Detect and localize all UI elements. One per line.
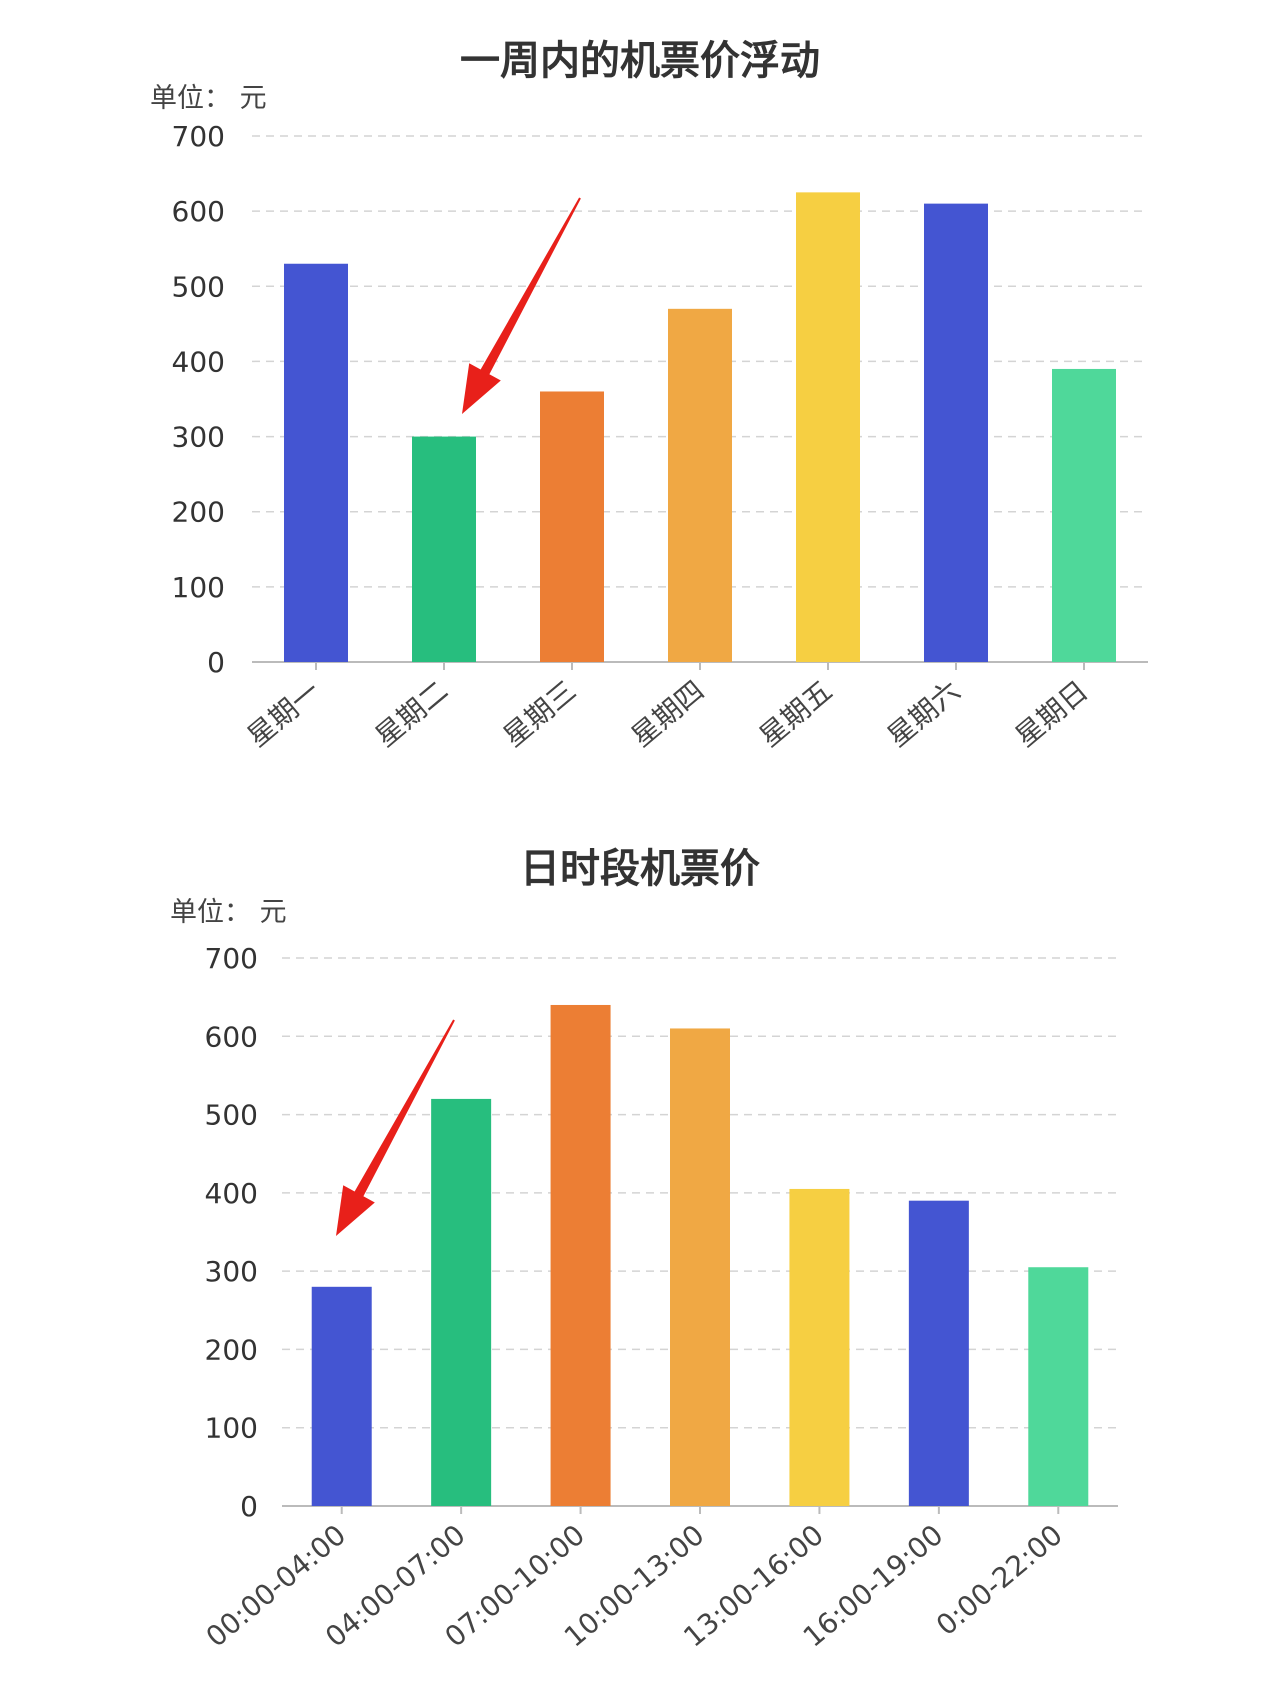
bar bbox=[1052, 368, 1116, 662]
y-tick-label: 100 bbox=[172, 571, 225, 604]
chart-title: 日时段机票价 bbox=[520, 846, 760, 892]
y-tick-label: 0 bbox=[240, 1490, 258, 1523]
y-tick-label: 500 bbox=[205, 1099, 258, 1132]
y-tick-label: 0 bbox=[207, 646, 225, 679]
y-tick-label: 500 bbox=[172, 270, 225, 303]
unit-label: 单位： 元 bbox=[150, 83, 267, 114]
y-tick-label: 300 bbox=[205, 1255, 258, 1288]
y-tick-label: 700 bbox=[172, 120, 225, 153]
y-tick-label: 700 bbox=[205, 942, 258, 975]
bar bbox=[789, 1188, 850, 1506]
bar bbox=[311, 1286, 372, 1506]
x-tick-label: 0:00-22:00 bbox=[930, 1518, 1069, 1642]
y-tick-label: 400 bbox=[205, 1177, 258, 1210]
bar bbox=[412, 436, 476, 662]
bar bbox=[1028, 1267, 1089, 1506]
bar bbox=[284, 263, 348, 662]
y-tick-label: 100 bbox=[205, 1412, 258, 1445]
bar bbox=[540, 391, 604, 662]
bar bbox=[908, 1200, 969, 1506]
unit-label: 单位： 元 bbox=[170, 897, 287, 928]
y-tick-label: 600 bbox=[205, 1020, 258, 1053]
bar bbox=[796, 192, 860, 662]
y-tick-label: 300 bbox=[172, 421, 225, 454]
bar bbox=[924, 203, 988, 662]
annotation-arrow bbox=[462, 197, 581, 414]
bar bbox=[431, 1098, 492, 1506]
y-tick-label: 400 bbox=[172, 345, 225, 378]
y-tick-label: 200 bbox=[172, 496, 225, 529]
y-tick-label: 200 bbox=[205, 1333, 258, 1366]
chart-title: 一周内的机票价浮动 bbox=[460, 38, 820, 84]
bar bbox=[550, 1004, 611, 1506]
annotation-arrow bbox=[336, 1019, 455, 1236]
bar bbox=[670, 1028, 730, 1506]
bar bbox=[668, 308, 732, 662]
y-tick-label: 600 bbox=[172, 195, 225, 228]
